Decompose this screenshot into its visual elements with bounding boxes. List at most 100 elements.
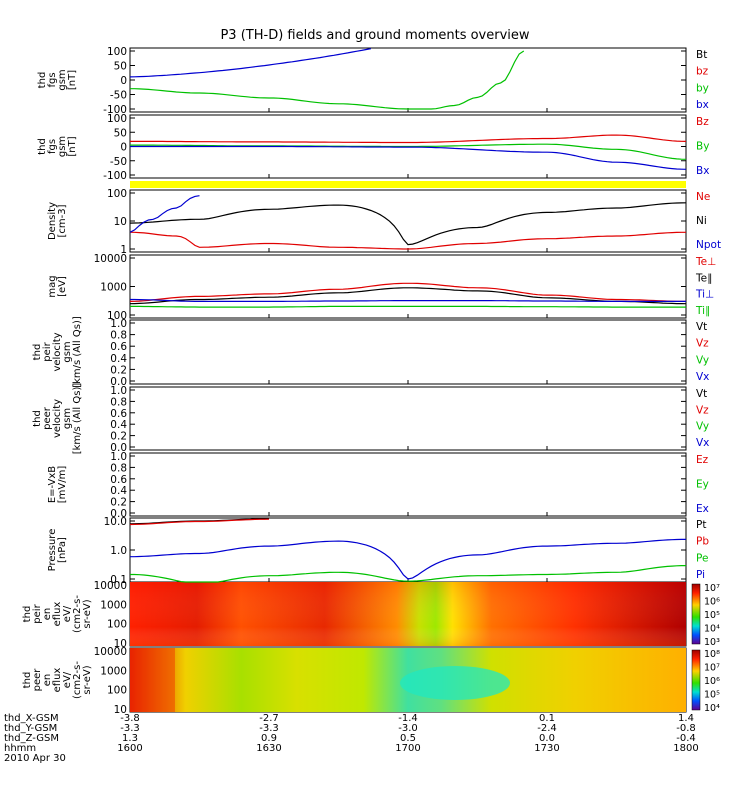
colorbar-tick-label: 10⁷ — [704, 663, 720, 674]
series-Pe — [130, 565, 686, 583]
y-tick-label: 100 — [107, 46, 127, 58]
spectrogram-shade — [130, 582, 686, 646]
y-tick-label: 0.2 — [110, 364, 127, 376]
spectrogram-early — [130, 648, 175, 712]
y-tick-label: -100 — [103, 104, 127, 116]
y-tick-label: 10 — [114, 216, 127, 228]
y-tick-label: -50 — [110, 90, 127, 102]
y-axis-label: velocity — [52, 332, 63, 371]
ephemeris-value: -0.4 — [676, 733, 696, 744]
series-Ne — [130, 231, 686, 250]
ephemeris-label: thd_Z-GSM — [4, 733, 59, 744]
y-axis-label: sr-eV) — [82, 665, 93, 694]
ephemeris-label: hhmm — [4, 743, 37, 754]
y-tick-label: 0.2 — [110, 497, 127, 509]
ephemeris-value: -3.8 — [120, 713, 140, 724]
y-tick-label: 10.0 — [104, 516, 127, 528]
y-axis-label: [km/s (All Qs)] — [72, 316, 83, 388]
quality-flag-bar — [130, 181, 686, 188]
y-axis-label: [nPa] — [57, 537, 68, 563]
y-tick-label: 10 — [114, 704, 127, 716]
y-axis-label: fgs — [47, 139, 58, 154]
series-Bz — [130, 134, 687, 144]
legend-Vy: Vy — [696, 354, 709, 366]
legend-Ne: Ne — [696, 191, 710, 203]
y-axis-label: [eV] — [57, 276, 68, 297]
legend-Vy: Vy — [696, 421, 709, 433]
y-tick-label: 100 — [107, 188, 127, 200]
y-axis-label: en — [42, 608, 53, 621]
y-tick-label: 1.0 — [110, 318, 127, 330]
ephemeris-value: 1.3 — [122, 733, 138, 744]
series-Ti∥ — [130, 305, 686, 308]
y-tick-label: 0.1 — [110, 574, 127, 586]
ephemeris-value: 1.4 — [678, 713, 694, 724]
y-tick-label: 10 — [114, 638, 127, 650]
y-axis-label: gsm — [57, 136, 68, 157]
y-tick-label: 0.8 — [110, 462, 127, 474]
legend-Bx: Bx — [696, 165, 709, 177]
y-tick-label: 0.0 — [110, 508, 127, 520]
y-tick-label: 1.0 — [110, 451, 127, 463]
series-Pi — [130, 538, 686, 580]
series-Ni — [129, 202, 687, 246]
y-axis-label: gsm — [57, 69, 68, 90]
y-axis-label: thd — [32, 344, 43, 361]
legend-Vt: Vt — [696, 388, 707, 400]
series-Te∥ — [129, 287, 687, 305]
y-axis-label: peir — [42, 341, 53, 361]
y-tick-label: 0 — [120, 142, 127, 154]
ephemeris-value: 1630 — [256, 743, 282, 754]
y-axis-label: [mV/m] — [57, 466, 68, 504]
y-tick-label: 1000 — [100, 599, 127, 611]
y-tick-label: 1000 — [100, 665, 127, 677]
y-axis-label: peer — [32, 668, 43, 692]
data-marks — [129, 48, 687, 712]
y-axis-label: Density — [47, 202, 58, 240]
legend-Ni: Ni — [696, 215, 707, 227]
ephemeris-value: -2.4 — [537, 723, 557, 734]
ephemeris-value: -3.3 — [120, 723, 140, 734]
legend-by: by — [696, 82, 709, 94]
y-axis-label: mag — [47, 275, 58, 297]
colorbar-tick-label: 10⁴ — [704, 703, 720, 714]
y-axis-label: thd — [22, 606, 33, 623]
series-Pb — [129, 518, 270, 526]
y-tick-label: 0.0 — [110, 376, 127, 388]
y-tick-label: 0.4 — [110, 353, 127, 365]
series-Bx — [130, 145, 687, 170]
panel-frame-density — [129, 189, 687, 253]
series-Te⊥ — [129, 282, 686, 302]
y-axis-label: velocity — [52, 399, 63, 438]
y-axis-label: eV/ — [62, 671, 73, 688]
y-tick-label: -50 — [110, 156, 127, 168]
ephemeris-value: 1730 — [534, 743, 560, 754]
legend-Ti⊥: Ti⊥ — [695, 289, 714, 301]
y-tick-label: 1 — [120, 244, 127, 256]
legend-Pb: Pb — [696, 536, 709, 548]
colorbar-tick-label: 10⁵ — [704, 690, 720, 701]
y-axis-label: Pressure — [47, 529, 58, 572]
legend-Bz: Bz — [696, 116, 709, 128]
legend-bx: bx — [696, 99, 709, 111]
legend-Vt: Vt — [696, 321, 707, 333]
panel-frame-fgs — [129, 47, 687, 113]
y-axis-label: eflux — [52, 668, 63, 693]
y-tick-label: 100 — [107, 310, 127, 322]
y-axis-label: thd — [37, 138, 48, 155]
y-axis-label: [km/s (All Qs)] — [72, 383, 83, 455]
legend-Bt: Bt — [696, 49, 707, 61]
y-tick-label: 10000 — [94, 580, 127, 592]
panel-frame-temp — [129, 254, 687, 319]
y-tick-label: 1.0 — [110, 545, 127, 557]
ephemeris-value: 0.1 — [539, 713, 555, 724]
y-tick-label: 0.8 — [110, 396, 127, 408]
y-tick-label: 0.6 — [110, 408, 127, 420]
legend-Ti∥: Ti∥ — [695, 305, 710, 317]
series-bx — [129, 48, 372, 78]
y-tick-label: 0.6 — [110, 341, 127, 353]
legend-Te∥: Te∥ — [695, 272, 712, 284]
y-tick-label: 0.8 — [110, 330, 127, 342]
